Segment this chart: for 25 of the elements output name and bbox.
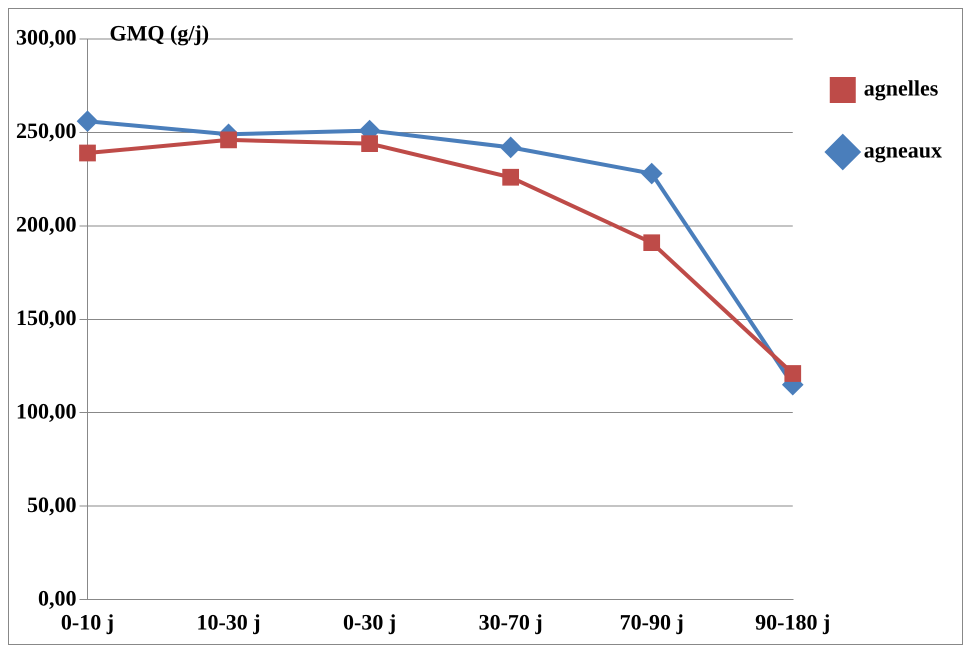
x-tick-label: 30-70 j	[478, 609, 543, 634]
point	[784, 365, 802, 382]
y-tick-label: 50,00	[27, 492, 76, 517]
legend-label: agneaux	[864, 138, 942, 163]
point	[502, 168, 520, 186]
y-axis-title: GMQ (g/j)	[110, 20, 210, 46]
point	[220, 132, 237, 148]
y-tick-label: 150,00	[16, 304, 76, 330]
y-tick-label: 250,00	[16, 118, 76, 144]
y-tick-label: 100,00	[16, 398, 76, 424]
x-tick-label: 90-180 j	[755, 609, 830, 634]
legend-label: agnelles	[864, 76, 939, 101]
y-tick-label: 0,00	[38, 585, 76, 610]
y-tick-label: 300,00	[16, 24, 76, 50]
x-tick-label: 0-30 j	[343, 609, 396, 634]
x-tick-label: 10-30 j	[196, 609, 261, 634]
point	[642, 164, 662, 184]
point	[500, 137, 521, 158]
point	[643, 234, 660, 252]
point	[78, 111, 98, 132]
x-tick-label: 70-90 j	[620, 609, 684, 634]
point	[79, 144, 96, 162]
x-tick-label: 0-10 j	[60, 609, 114, 634]
point	[361, 135, 378, 152]
y-tick-label: 200,00	[16, 212, 76, 237]
